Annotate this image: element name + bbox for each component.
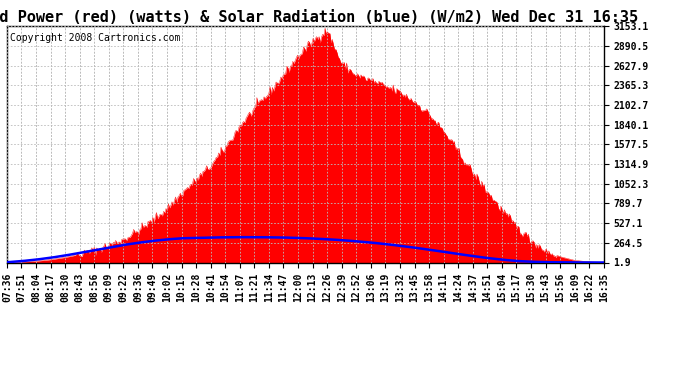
Text: Copyright 2008 Cartronics.com: Copyright 2008 Cartronics.com xyxy=(10,33,180,44)
Title: Grid Power (red) (watts) & Solar Radiation (blue) (W/m2) Wed Dec 31 16:35: Grid Power (red) (watts) & Solar Radiati… xyxy=(0,10,638,25)
